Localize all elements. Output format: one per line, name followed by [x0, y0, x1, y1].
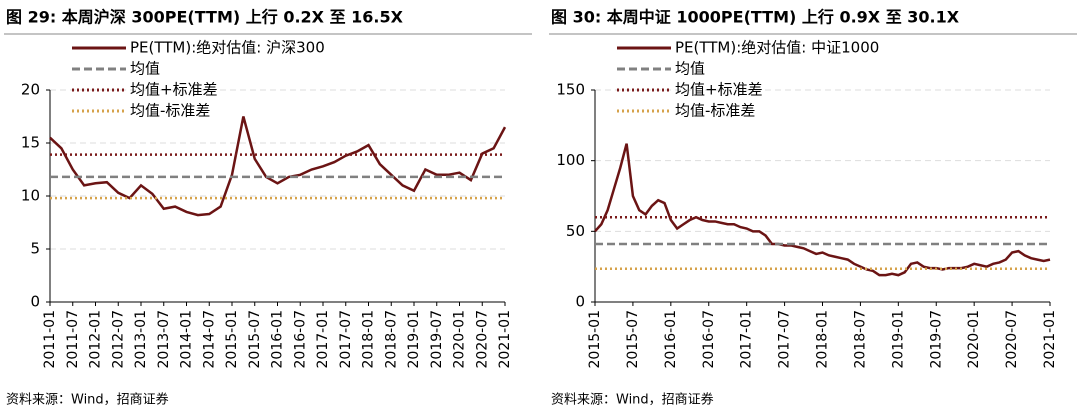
x-tick-label: 2020-01: [452, 310, 468, 369]
chart-title: 图 29: 本周沪深 300PE(TTM) 上行 0.2X 至 16.5X: [6, 8, 404, 27]
x-tick-label: 2011-01: [42, 310, 58, 369]
x-tick-label: 2018-07: [852, 310, 868, 369]
x-tick-label: 2016-07: [292, 310, 308, 369]
x-tick-label: 2019-07: [928, 310, 944, 369]
y-tick-label: 5: [30, 240, 40, 258]
x-tick-label: 2012-01: [88, 310, 104, 369]
y-tick-label: 100: [556, 151, 585, 169]
x-tick-label: 2015-01: [587, 310, 603, 369]
x-tick-label: 2017-07: [777, 310, 793, 369]
y-tick-label: 150: [556, 81, 585, 99]
x-tick-label: 2017-01: [315, 310, 331, 369]
x-tick-label: 2013-01: [133, 310, 149, 369]
x-tick-label: 2014-01: [179, 310, 195, 369]
x-tick-label: 2021-01: [1042, 310, 1058, 369]
x-tick-label: 2021-01: [497, 310, 513, 369]
y-tick-label: 0: [575, 293, 585, 311]
x-tick-label: 2017-07: [338, 310, 354, 369]
x-tick-label: 2020-07: [1004, 310, 1020, 369]
legend-label: 均值-标准差: [675, 102, 755, 120]
series-line: [49, 116, 507, 217]
x-tick-label: 2019-01: [890, 310, 906, 369]
legend-label: 均值+标准差: [675, 81, 763, 99]
legend-label: PE(TTM):绝对估值: 沪深300: [130, 39, 325, 57]
y-tick-label: 20: [21, 81, 40, 99]
x-tick-label: 2011-07: [65, 310, 81, 369]
x-tick-label: 2014-07: [201, 310, 217, 369]
y-tick-label: 50: [566, 222, 585, 240]
x-tick-label: 2020-01: [966, 310, 982, 369]
x-tick-label: 2018-07: [383, 310, 399, 369]
x-tick-label: 2016-07: [701, 310, 717, 369]
legend-label: 均值: [130, 60, 160, 78]
x-tick-label: 2016-01: [270, 310, 286, 369]
x-tick-label: 2015-07: [247, 310, 263, 369]
legend-label: PE(TTM):绝对估值: 中证1000: [675, 39, 879, 57]
y-tick-label: 10: [21, 187, 40, 205]
source: 资料来源：Wind，招商证券: [551, 392, 714, 408]
source: 资料来源：Wind，招商证券: [6, 392, 169, 408]
x-tick-label: 2012-07: [110, 310, 126, 369]
legend-label: 均值+标准差: [130, 81, 218, 99]
chart-title: 图 30: 本周中证 1000PE(TTM) 上行 0.9X 至 30.1X: [551, 8, 960, 27]
y-tick-label: 15: [21, 134, 40, 152]
x-tick-label: 2018-01: [815, 310, 831, 369]
x-tick-label: 2019-07: [429, 310, 445, 369]
x-tick-label: 2020-07: [474, 310, 490, 369]
x-tick-label: 2015-07: [625, 310, 641, 369]
x-tick-label: 2017-01: [739, 310, 755, 369]
x-tick-label: 2013-07: [156, 310, 172, 369]
y-tick-label: 0: [30, 293, 40, 311]
legend-label: 均值: [675, 60, 705, 78]
x-tick-label: 2019-01: [406, 310, 422, 369]
x-tick-label: 2016-01: [663, 310, 679, 369]
legend-label: 均值-标准差: [130, 102, 210, 120]
x-tick-label: 2018-01: [361, 310, 377, 369]
series-line: [594, 143, 1051, 277]
x-tick-label: 2015-01: [224, 310, 240, 369]
